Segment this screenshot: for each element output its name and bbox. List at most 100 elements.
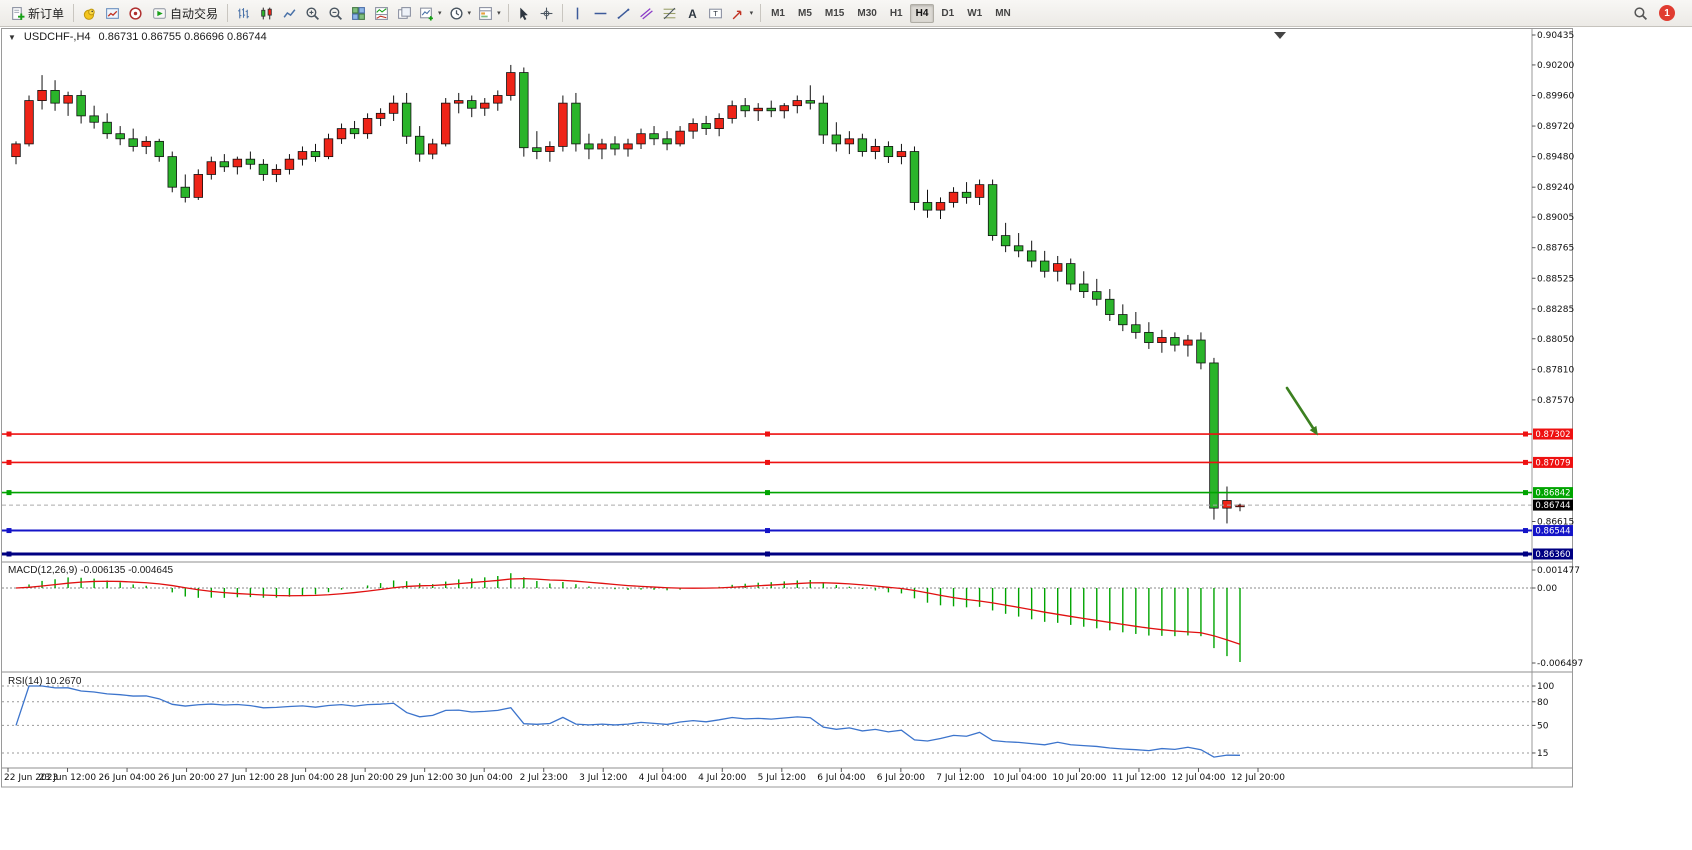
- scroll-to-end-marker-icon[interactable]: [1274, 32, 1286, 39]
- shapes-button[interactable]: ▾: [728, 2, 757, 24]
- arrow-shape-icon: [732, 10, 741, 19]
- timeframe-d1[interactable]: D1: [941, 7, 955, 19]
- timeframe-w1[interactable]: W1: [967, 7, 983, 19]
- candle: [753, 107, 763, 112]
- text-icon: A: [688, 7, 697, 20]
- line-handle[interactable]: [6, 490, 12, 496]
- candle: [467, 100, 477, 109]
- timeframe-m15[interactable]: M15: [824, 7, 845, 19]
- candle: [1092, 291, 1102, 300]
- line-handle[interactable]: [765, 528, 770, 534]
- period-button[interactable]: ▾: [446, 2, 475, 24]
- arrow-annotation[interactable]: [1285, 386, 1315, 430]
- channel-button[interactable]: [636, 2, 658, 24]
- timeframe-h1[interactable]: H1: [889, 7, 903, 19]
- text-label-button[interactable]: T: [705, 2, 727, 24]
- crosshair-button[interactable]: [536, 2, 558, 24]
- horizontal-line-button[interactable]: [590, 2, 612, 24]
- candle: [792, 100, 802, 107]
- market-watch-button[interactable]: [101, 2, 123, 24]
- time-tick-label: 4 Jul 04:00: [639, 773, 688, 783]
- price-tick-label: 0.89960: [1537, 91, 1574, 101]
- line-handle[interactable]: [1523, 459, 1528, 465]
- line-handle[interactable]: [6, 551, 12, 557]
- candle: [1039, 260, 1050, 272]
- indicator-window-icon: [374, 6, 388, 20]
- trendline-button[interactable]: [613, 2, 635, 24]
- data-window-button[interactable]: [124, 2, 146, 24]
- line-handle[interactable]: [765, 490, 770, 496]
- time-tick-label: 26 Jun 04:00: [98, 773, 155, 783]
- timeframe-m1[interactable]: M1: [771, 7, 785, 19]
- candle: [740, 105, 750, 112]
- chart-window-frame: [1, 28, 1573, 788]
- candle: [167, 156, 177, 188]
- candle: [1157, 337, 1167, 343]
- zoom-in-button[interactable]: [301, 2, 323, 24]
- arrow-annotation-head: [1309, 425, 1318, 436]
- candle: [284, 158, 295, 170]
- macd-signal-line: [15, 577, 1241, 645]
- timeframe-h4[interactable]: H4: [909, 3, 935, 23]
- timeframe-m30[interactable]: M30: [857, 7, 877, 19]
- new-order-button[interactable]: 新订单: [5, 2, 69, 24]
- candle: [584, 143, 594, 150]
- line-handle[interactable]: [6, 431, 12, 437]
- candle: [558, 102, 568, 147]
- line-handle[interactable]: [1523, 431, 1528, 437]
- line-handle[interactable]: [765, 551, 770, 557]
- clock-icon: [449, 6, 463, 20]
- candle: [50, 90, 60, 104]
- time-tick-label: 26 Jun 20:00: [158, 773, 215, 783]
- price-tag-label: 0.87079: [1535, 458, 1570, 468]
- new-chart-button[interactable]: ▾: [416, 2, 445, 24]
- line-handle[interactable]: [1523, 551, 1528, 557]
- profile-button[interactable]: [78, 2, 100, 24]
- candle: [727, 105, 737, 119]
- line-handle[interactable]: [1523, 490, 1528, 496]
- timeframe-m5[interactable]: M5: [798, 7, 812, 19]
- arrange-windows-button[interactable]: [393, 2, 415, 24]
- line-handle[interactable]: [6, 528, 12, 534]
- line-handle[interactable]: [765, 459, 770, 465]
- timeframe-mn[interactable]: MN: [995, 7, 1011, 19]
- fibonacci-button[interactable]: [659, 2, 681, 24]
- text-button[interactable]: A: [682, 2, 704, 24]
- template-button[interactable]: ▾: [475, 2, 504, 24]
- candle: [1066, 263, 1076, 285]
- time-tick-label: 6 Jul 04:00: [817, 773, 866, 783]
- zoom-out-icon: [328, 6, 342, 20]
- line-handle[interactable]: [6, 459, 12, 465]
- price-tag-label: 0.86360: [1535, 550, 1570, 560]
- notification-badge[interactable]: 1: [1659, 5, 1675, 21]
- candle: [232, 158, 243, 168]
- zoom-out-button[interactable]: [324, 2, 346, 24]
- price-tick-label: 0.89005: [1537, 213, 1574, 223]
- search-button[interactable]: [1629, 2, 1651, 24]
- zoom-in-icon: [305, 6, 319, 20]
- cursor-button[interactable]: [513, 2, 535, 24]
- price-tag: [1533, 548, 1573, 560]
- candle: [805, 100, 815, 104]
- time-tick-label: 10 Jul 20:00: [1052, 773, 1106, 783]
- tile-windows-button[interactable]: [347, 2, 369, 24]
- line-handle[interactable]: [765, 431, 770, 437]
- tile-windows-icon: [351, 6, 365, 20]
- channel-icon: [640, 7, 653, 19]
- indicator-window-button[interactable]: [370, 2, 392, 24]
- bar-chart-button[interactable]: [232, 2, 254, 24]
- rsi-axis-label: 50: [1537, 721, 1549, 731]
- candle: [375, 112, 386, 119]
- line-chart-icon: [283, 8, 295, 18]
- candlestick-chart-button[interactable]: [255, 2, 277, 24]
- macd-axis-label: -0.006497: [1537, 659, 1583, 669]
- template-icon: [479, 6, 492, 20]
- chart-canvas[interactable]: 0.90435 0.90200 0.89960 0.89720 0.89480 0.892…: [0, 27, 1692, 850]
- price-tag: [1533, 456, 1573, 468]
- line-handle[interactable]: [1523, 528, 1528, 534]
- line-chart-button[interactable]: [278, 2, 300, 24]
- cursor-icon: [520, 7, 528, 20]
- vertical-line-button[interactable]: [567, 2, 589, 24]
- auto-trading-button[interactable]: 自动交易: [147, 2, 223, 24]
